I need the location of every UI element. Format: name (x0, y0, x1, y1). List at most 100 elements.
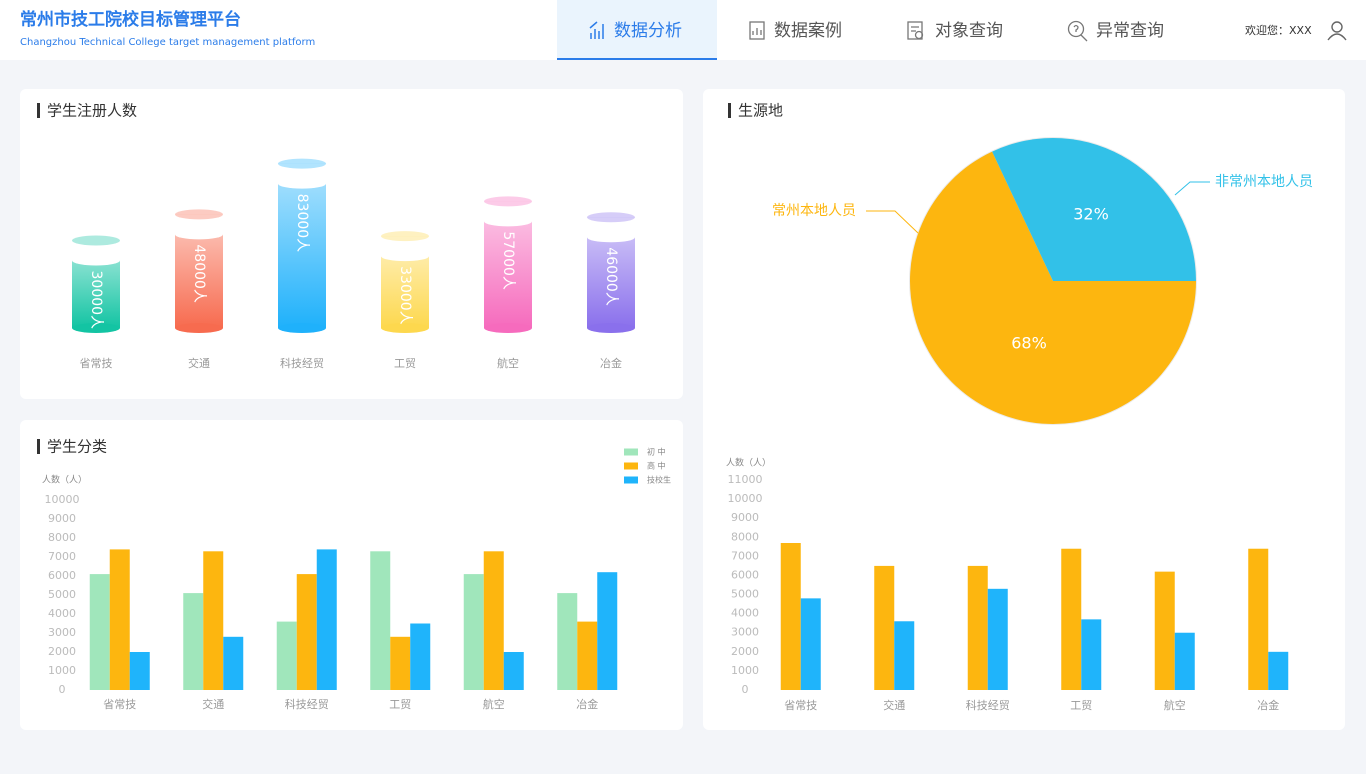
tab-icon (907, 21, 924, 40)
nav-tab[interactable]: 异常查询 (1096, 21, 1164, 41)
cylinder-cap (175, 209, 223, 220)
slice-value: 68% (1011, 334, 1047, 353)
y-tick-label: 6000 (48, 569, 76, 582)
cylinder-band-edge (278, 178, 326, 189)
leader-line (1174, 181, 1210, 196)
x-tick-label: 交通 (202, 697, 224, 711)
cylinder-band-edge (381, 251, 429, 262)
title-marker (37, 439, 40, 454)
cylinder-cap (587, 212, 635, 223)
y-tick-label: 7000 (48, 550, 76, 563)
bar (1248, 548, 1269, 690)
category-label: 科技经贸 (280, 356, 324, 370)
y-tick-label: 4000 (48, 607, 76, 620)
value-label: 48000人 (191, 244, 207, 303)
slice-category: 非常州本地人员 (1215, 174, 1313, 190)
x-tick-label: 冶金 (576, 697, 598, 711)
x-tick-label: 航空 (483, 697, 505, 711)
cylinder-band (72, 240, 120, 261)
cylinder-band-edge (587, 232, 635, 243)
cylinder-band-edge (175, 229, 223, 240)
nav-tab[interactable]: 数据案例 (774, 21, 842, 41)
cylinder-band (587, 217, 635, 238)
legend-label: 技校生 (647, 475, 671, 485)
bar (1154, 571, 1175, 690)
pie-slice (909, 151, 1196, 425)
y-tick-label: 2000 (731, 645, 759, 658)
y-tick-label: 9000 (731, 511, 759, 524)
pie-slice (992, 138, 1196, 281)
cylinder-band (175, 214, 223, 235)
cylinder-band-edge (484, 216, 532, 227)
cylinder-band-edge (72, 255, 120, 266)
bar (780, 543, 801, 690)
bar (109, 549, 130, 690)
bar (557, 593, 578, 690)
y-tick-label: 5000 (731, 588, 759, 601)
bar (129, 652, 150, 690)
active-tab-underline (557, 58, 717, 60)
bar (316, 549, 337, 690)
y-tick-label: 9000 (48, 512, 76, 525)
app-subtitle: Changzhou Technical College target manag… (20, 37, 315, 48)
x-tick-label: 省常技 (103, 698, 136, 711)
bar (296, 574, 317, 690)
category-label: 省常技 (80, 357, 113, 370)
tab-icon (1067, 20, 1088, 42)
bar (463, 574, 484, 690)
bar (874, 565, 895, 690)
leader-line (866, 210, 919, 234)
bar (483, 551, 504, 690)
y-tick-label: 2000 (48, 645, 76, 658)
panel-title: 生源地 (738, 102, 783, 120)
y-tick-label: 8000 (731, 530, 759, 543)
bar (223, 636, 244, 690)
y-tick-label: 0 (742, 683, 749, 696)
active-tab-bg (557, 0, 717, 60)
bar (800, 598, 821, 690)
x-tick-label: 省常技 (784, 699, 817, 712)
y-tick-label: 6000 (731, 568, 759, 581)
bar (89, 574, 110, 690)
bar (1081, 619, 1102, 690)
y-tick-label: 0 (59, 683, 66, 696)
category-label: 工贸 (394, 357, 416, 370)
y-tick-label: 4000 (731, 607, 759, 620)
bar (503, 652, 524, 690)
slice-value: 32% (1073, 205, 1109, 224)
nav-tab[interactable]: 数据分析 (614, 21, 682, 41)
y-tick-label: 1000 (48, 664, 76, 677)
bar (370, 551, 391, 690)
legend-swatch (624, 448, 638, 456)
bar (1174, 632, 1195, 690)
y-tick-label: 10000 (45, 493, 80, 506)
cylinder-cap (72, 235, 120, 246)
y-tick-label: 3000 (731, 626, 759, 639)
bar (597, 572, 618, 690)
user-greeting: 欢迎您：XXX (1245, 23, 1312, 37)
y-tick-label: 11000 (728, 473, 763, 486)
x-tick-label: 航空 (1164, 698, 1186, 712)
value-label: 46000人 (603, 247, 619, 306)
cylinder-cap (278, 158, 326, 169)
cylinder-cap (381, 231, 429, 242)
y-tick-label: 8000 (48, 531, 76, 544)
nav-tab[interactable]: 对象查询 (935, 21, 1003, 41)
cylinder-band (278, 163, 326, 184)
bar (894, 621, 915, 690)
x-tick-label: 交通 (883, 698, 905, 712)
panel-title: 学生注册人数 (47, 102, 137, 120)
bar (1268, 651, 1289, 690)
bar (410, 623, 431, 690)
bar (1061, 548, 1082, 690)
value-label: 57000人 (500, 231, 516, 290)
bar (390, 636, 411, 690)
y-tick-label: 3000 (48, 626, 76, 639)
user-icon[interactable] (1327, 21, 1347, 41)
cylinder-bar (278, 163, 326, 328)
value-label: 83000人 (294, 194, 310, 253)
y-tick-label: 7000 (731, 549, 759, 562)
x-tick-label: 冶金 (1257, 698, 1279, 712)
